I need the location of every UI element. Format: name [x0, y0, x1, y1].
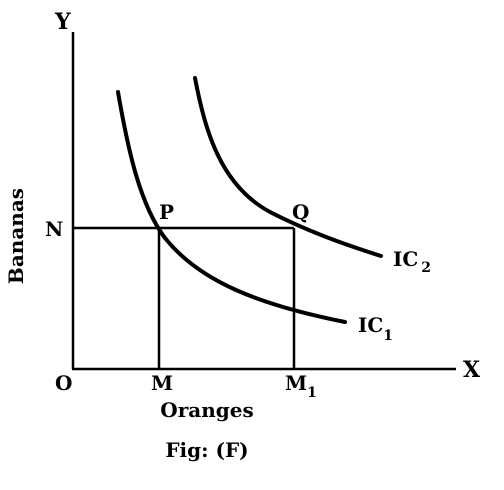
point-label-q: Q — [292, 200, 309, 224]
x-axis-title: Oranges — [160, 398, 253, 422]
x-axis-label: X — [463, 357, 481, 383]
tick-label-m1: M1 — [285, 371, 317, 401]
y-axis-title: Bananas — [4, 188, 28, 284]
figure-caption: Fig: (F) — [165, 438, 248, 462]
indifference-curve-ic2 — [193, 76, 383, 258]
curve-label-ic1: IC1 — [358, 313, 393, 344]
y-axis-label: Y — [54, 9, 71, 35]
indifference-curve-ic1 — [116, 90, 347, 324]
tick-label-m: M — [151, 371, 173, 395]
point-label-p: P — [159, 200, 174, 224]
origin-label: O — [55, 371, 72, 395]
tick-label-n: N — [45, 217, 63, 241]
curve-label-ic2: IC 2 — [393, 247, 431, 276]
